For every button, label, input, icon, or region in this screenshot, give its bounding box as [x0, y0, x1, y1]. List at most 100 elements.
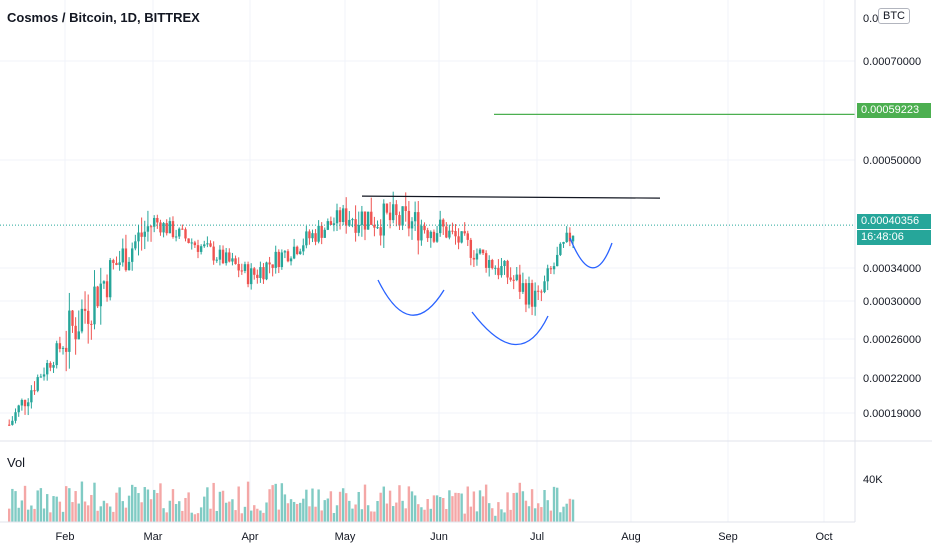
- volume-bar: [407, 486, 411, 522]
- volume-bar: [203, 496, 206, 522]
- candle-body: [413, 212, 417, 222]
- candle-body: [181, 228, 184, 230]
- candle-body: [61, 347, 65, 349]
- volume-bar: [109, 506, 112, 522]
- candle-body: [52, 365, 55, 368]
- candle-body: [250, 268, 253, 285]
- candle-body: [168, 221, 172, 234]
- bar-countdown-timer: 16:48:06: [857, 230, 931, 245]
- candle-body: [187, 238, 190, 243]
- volume-bar: [552, 486, 556, 522]
- volume-bar: [55, 496, 58, 522]
- y-tick-label: 0.00034000: [863, 263, 921, 275]
- candle-body: [388, 212, 392, 221]
- candle-body: [206, 243, 209, 245]
- volume-bar: [280, 483, 284, 522]
- candle-body: [518, 274, 522, 292]
- candle-body: [87, 310, 90, 324]
- x-tick-label: May: [335, 531, 356, 543]
- volume-bar: [518, 482, 522, 522]
- candle-body: [494, 267, 497, 269]
- candle-body: [442, 219, 445, 227]
- volume-bar: [256, 508, 259, 522]
- y-tick-label: 0.00030000: [863, 296, 921, 308]
- candle-body: [533, 290, 537, 307]
- volume-bar: [527, 506, 531, 522]
- candle-body: [68, 310, 71, 352]
- volume-bar: [90, 494, 93, 522]
- volume-bar: [153, 489, 156, 522]
- candle-body: [509, 277, 512, 280]
- candle-body: [83, 308, 87, 311]
- candle-body: [506, 260, 509, 278]
- volume-bar: [23, 485, 27, 522]
- volume-bar: [481, 496, 485, 522]
- volume-bar: [426, 499, 429, 522]
- candle-body: [398, 215, 401, 226]
- volume-bar: [36, 490, 39, 522]
- candle-body: [466, 233, 469, 240]
- volume-bar: [559, 512, 562, 522]
- volume-bar: [314, 506, 317, 522]
- candle-body: [549, 268, 553, 270]
- volume-bar: [199, 507, 203, 522]
- volume-bar: [193, 514, 197, 522]
- y-tick-label: 0.00070000: [863, 56, 921, 68]
- chart-title: Cosmos / Bitcoin, 1D, BITTREX: [7, 10, 200, 25]
- candle-body: [420, 225, 423, 241]
- candle-body: [203, 244, 206, 247]
- volume-bar: [49, 512, 52, 522]
- volume-bar: [491, 508, 494, 522]
- candle-body: [335, 210, 339, 224]
- candle-body: [224, 252, 228, 264]
- volume-bar: [77, 503, 80, 522]
- volume-bar: [243, 506, 247, 522]
- candle-body: [305, 231, 308, 246]
- candle-body: [93, 286, 96, 325]
- candle-body: [115, 262, 118, 265]
- volume-bar: [341, 488, 345, 522]
- volume-bar: [311, 488, 314, 522]
- volume-bar: [61, 511, 65, 522]
- volume-bar: [137, 493, 140, 522]
- volume-bar: [537, 503, 540, 522]
- candle-body: [277, 251, 280, 268]
- volume-bar: [99, 506, 102, 522]
- volume-bar: [404, 508, 407, 522]
- volume-bar: [323, 500, 326, 522]
- candle-body: [429, 231, 432, 239]
- candle-body: [292, 246, 296, 259]
- candle-body: [118, 262, 121, 265]
- candle-body: [268, 262, 271, 265]
- volume-bar: [234, 510, 237, 522]
- candle-body: [102, 281, 106, 284]
- volume-bar: [271, 485, 274, 522]
- volume-bars: [8, 481, 575, 522]
- volume-bar: [253, 505, 256, 522]
- candle-body: [190, 242, 193, 244]
- volume-bar: [366, 505, 370, 522]
- candle-body: [199, 246, 203, 252]
- volume-bar: [317, 489, 320, 522]
- volume-bar: [74, 491, 77, 522]
- volume-bar: [27, 509, 30, 522]
- candle-body: [332, 223, 336, 225]
- candle-body: [323, 229, 326, 238]
- volume-bar: [488, 503, 491, 522]
- candle-body: [320, 225, 323, 238]
- volume-bar: [20, 500, 24, 522]
- volume-bar: [429, 508, 432, 522]
- candle-body: [265, 262, 268, 280]
- candle-body: [392, 204, 395, 221]
- candle-body: [212, 246, 215, 261]
- candle-body: [404, 206, 407, 211]
- currency-button[interactable]: BTC: [878, 8, 910, 24]
- candle-body: [74, 325, 77, 340]
- volume-bar: [127, 495, 131, 522]
- x-tick-label: Mar: [144, 531, 163, 543]
- volume-bar: [543, 490, 546, 522]
- candle-body: [451, 230, 454, 232]
- candle-body: [439, 219, 442, 234]
- left-shoulder-arc: [377, 279, 445, 316]
